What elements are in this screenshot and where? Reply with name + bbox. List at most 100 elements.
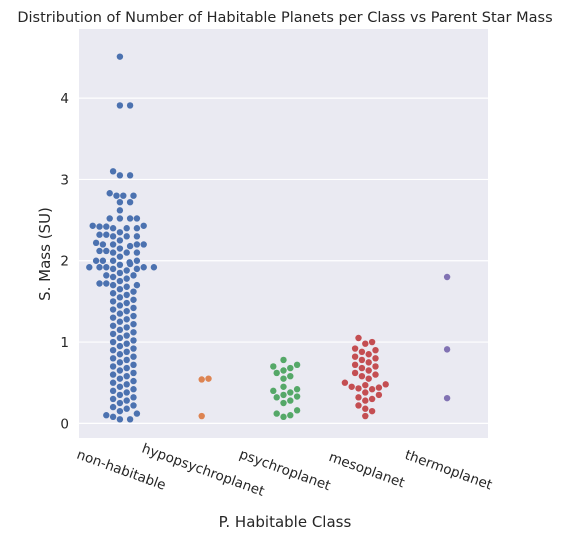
data-point-non-habitable: [124, 324, 130, 330]
data-point-psychroplanet: [274, 410, 280, 416]
data-point-non-habitable: [117, 245, 123, 251]
data-point-non-habitable: [113, 192, 119, 198]
data-point-non-habitable: [141, 264, 147, 270]
data-point-non-habitable: [90, 223, 96, 229]
data-point-non-habitable: [141, 223, 147, 229]
data-point-mesoplanet: [362, 397, 368, 403]
y-tick-label: 3: [60, 172, 69, 188]
data-point-non-habitable: [124, 406, 130, 412]
y-tick-label: 0: [60, 416, 69, 432]
data-point-non-habitable: [110, 323, 116, 329]
data-point-mesoplanet: [362, 382, 368, 388]
data-point-non-habitable: [130, 313, 136, 319]
data-point-non-habitable: [134, 282, 140, 288]
data-point-hypopsychroplanet: [205, 375, 211, 381]
data-point-psychroplanet: [280, 357, 286, 363]
data-point-non-habitable: [124, 357, 130, 363]
data-point-psychroplanet: [294, 407, 300, 413]
data-point-mesoplanet: [362, 340, 368, 346]
data-point-non-habitable: [110, 404, 116, 410]
data-point-non-habitable: [103, 264, 109, 270]
data-point-psychroplanet: [280, 414, 286, 420]
data-point-non-habitable: [110, 233, 116, 239]
data-point-mesoplanet: [352, 370, 358, 376]
data-point-non-habitable: [124, 316, 130, 322]
data-point-non-habitable: [110, 274, 116, 280]
data-point-non-habitable: [117, 237, 123, 243]
data-point-psychroplanet: [280, 367, 286, 373]
data-point-non-habitable: [130, 329, 136, 335]
data-point-non-habitable: [124, 292, 130, 298]
data-point-non-habitable: [141, 241, 147, 247]
data-point-non-habitable: [117, 286, 123, 292]
data-point-non-habitable: [130, 192, 136, 198]
data-point-hypopsychroplanet: [199, 376, 205, 382]
data-point-non-habitable: [117, 253, 123, 259]
data-point-non-habitable: [124, 267, 130, 273]
data-point-non-habitable: [110, 339, 116, 345]
data-point-non-habitable: [117, 375, 123, 381]
data-point-mesoplanet: [366, 375, 372, 381]
data-point-mesoplanet: [355, 402, 361, 408]
data-point-non-habitable: [110, 282, 116, 288]
y-tick-label: 4: [60, 91, 69, 107]
data-point-non-habitable: [134, 410, 140, 416]
data-point-non-habitable: [134, 233, 140, 239]
data-point-non-habitable: [117, 199, 123, 205]
data-point-mesoplanet: [352, 353, 358, 359]
data-point-non-habitable: [127, 172, 133, 178]
data-point-non-habitable: [110, 241, 116, 247]
data-point-non-habitable: [130, 386, 136, 392]
data-point-mesoplanet: [366, 367, 372, 373]
data-point-non-habitable: [124, 397, 130, 403]
x-axis-label: P. Habitable Class: [219, 513, 352, 531]
data-point-mesoplanet: [369, 339, 375, 345]
data-point-non-habitable: [117, 310, 123, 316]
data-point-psychroplanet: [294, 362, 300, 368]
data-point-non-habitable: [117, 351, 123, 357]
data-point-non-habitable: [107, 190, 113, 196]
data-point-non-habitable: [110, 314, 116, 320]
data-point-mesoplanet: [376, 384, 382, 390]
data-point-mesoplanet: [355, 385, 361, 391]
data-point-non-habitable: [134, 215, 140, 221]
data-point-non-habitable: [96, 223, 102, 229]
data-point-psychroplanet: [274, 394, 280, 400]
data-point-psychroplanet: [280, 392, 286, 398]
data-point-non-habitable: [117, 215, 123, 221]
data-point-psychroplanet: [287, 373, 293, 379]
data-point-non-habitable: [134, 225, 140, 231]
data-point-non-habitable: [117, 400, 123, 406]
data-point-mesoplanet: [366, 351, 372, 357]
data-point-non-habitable: [130, 362, 136, 368]
data-point-non-habitable: [124, 284, 130, 290]
data-point-non-habitable: [124, 373, 130, 379]
data-point-non-habitable: [103, 248, 109, 254]
data-point-thermoplanet: [444, 346, 450, 352]
data-point-mesoplanet: [359, 349, 365, 355]
data-point-non-habitable: [130, 305, 136, 311]
data-point-psychroplanet: [287, 412, 293, 418]
data-point-non-habitable: [130, 402, 136, 408]
data-point-mesoplanet: [349, 384, 355, 390]
data-point-psychroplanet: [287, 365, 293, 371]
data-point-non-habitable: [134, 258, 140, 264]
x-tick-label-thermoplanet: thermoplanet: [403, 447, 495, 493]
data-point-non-habitable: [110, 355, 116, 361]
data-point-non-habitable: [124, 389, 130, 395]
data-point-non-habitable: [124, 275, 130, 281]
data-point-psychroplanet: [294, 393, 300, 399]
data-point-non-habitable: [110, 363, 116, 369]
data-point-non-habitable: [117, 294, 123, 300]
data-point-non-habitable: [117, 207, 123, 213]
data-point-hypopsychroplanet: [199, 413, 205, 419]
data-point-mesoplanet: [342, 380, 348, 386]
data-point-mesoplanet: [369, 408, 375, 414]
data-point-psychroplanet: [274, 370, 280, 376]
data-point-non-habitable: [117, 343, 123, 349]
data-point-non-habitable: [130, 378, 136, 384]
data-point-non-habitable: [127, 416, 133, 422]
y-tick-label: 1: [60, 335, 69, 351]
data-point-non-habitable: [124, 340, 130, 346]
data-point-non-habitable: [117, 392, 123, 398]
